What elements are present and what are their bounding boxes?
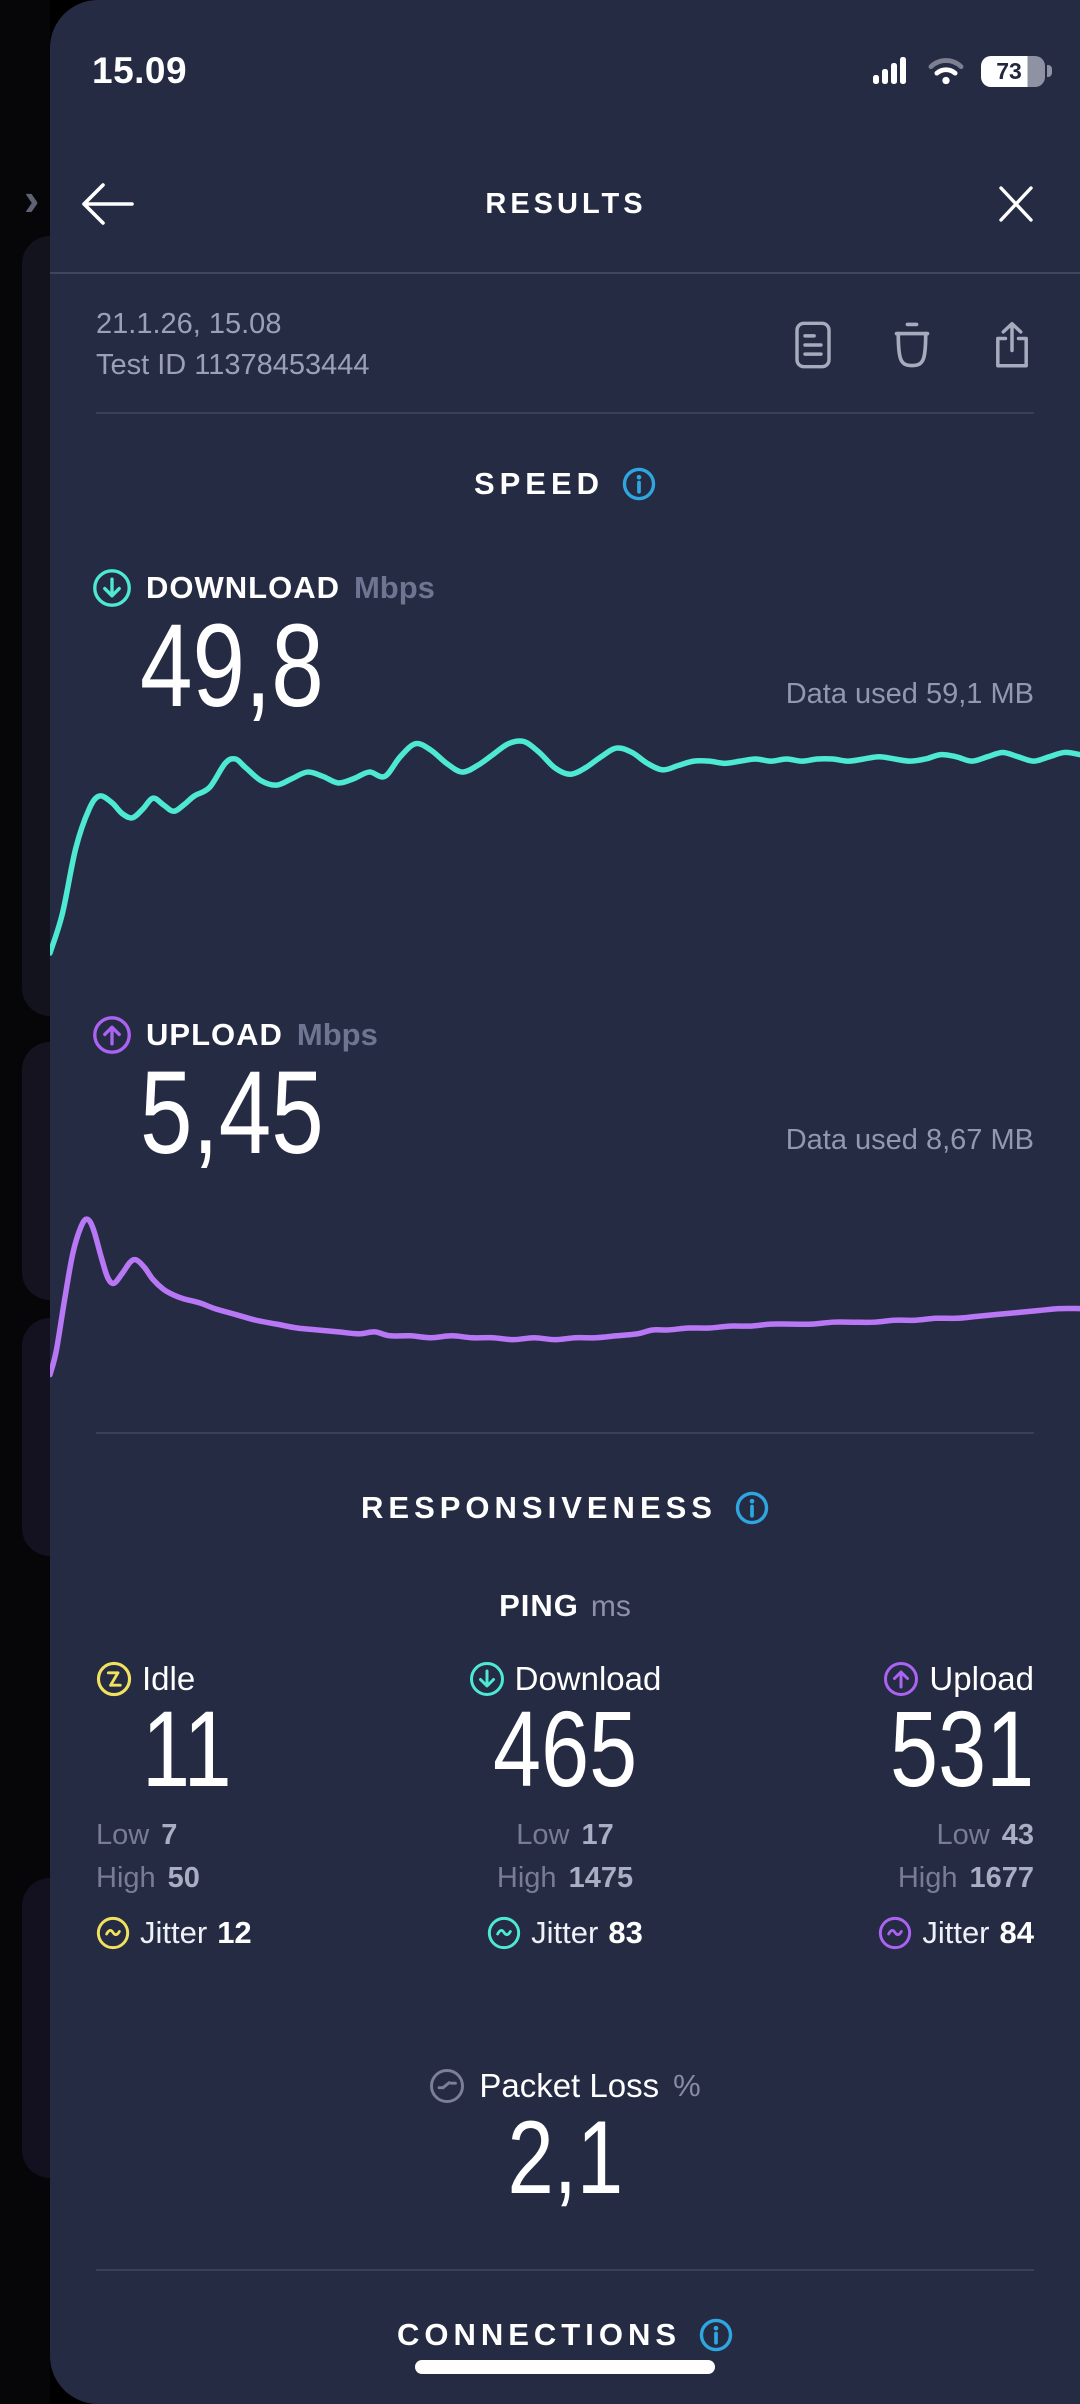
divider [96, 2268, 1034, 2271]
test-info-row: 21.1.26, 15.08 Test ID 11378453444 [50, 274, 1080, 412]
idle-latency-icon [96, 1662, 132, 1697]
jitter-icon [879, 1916, 912, 1950]
background-card [22, 1042, 50, 1300]
ping-title: PING [499, 1588, 579, 1624]
info-icon[interactable] [622, 467, 656, 501]
upload-icon [884, 1662, 919, 1697]
divider [96, 1432, 1034, 1435]
download-label: DOWNLOAD [146, 570, 340, 606]
status-time: 15.09 [92, 50, 188, 91]
download-header: DOWNLOAD Mbps [50, 568, 1080, 608]
jitter-value: 84 [999, 1915, 1034, 1951]
jitter-label: Jitter [140, 1915, 208, 1951]
packet-loss-icon [430, 2069, 465, 2104]
low-label: Low [96, 1819, 150, 1852]
page-title: RESULTS [485, 187, 647, 220]
ping-download-label: Download [514, 1660, 662, 1698]
info-icon[interactable] [699, 2318, 733, 2352]
background-card [22, 1318, 50, 1556]
upload-header: UPLOAD Mbps [50, 1015, 1080, 1055]
ping-idle-label: Idle [142, 1660, 196, 1698]
upload-label: UPLOAD [146, 1016, 283, 1052]
ping-upload-label: Upload [929, 1660, 1034, 1698]
packet-loss-header: Packet Loss % [50, 2067, 1080, 2105]
ping-grid: Idle 11 Low 7 High 50 Jitter 12 Down [50, 1660, 1080, 1951]
speed-title: SPEED [473, 466, 605, 502]
jitter-value: 83 [608, 1915, 643, 1951]
status-bar: 15.09 73 [50, 0, 1080, 92]
background-card [22, 1878, 50, 2178]
jitter-label: Jitter [531, 1915, 599, 1951]
download-icon [469, 1662, 504, 1697]
info-icon[interactable] [735, 1491, 769, 1525]
speed-section-header: SPEED [50, 466, 1080, 502]
ping-column-idle: Idle 11 Low 7 High 50 Jitter 12 [96, 1660, 408, 1951]
jitter-icon [96, 1916, 130, 1950]
download-data-used: Data used 59,1 MB [785, 677, 1034, 710]
high-value: 50 [167, 1862, 200, 1895]
packet-loss-value: 2,1 [507, 2100, 623, 2217]
high-label: High [496, 1862, 557, 1895]
ping-upload-value: 531 [889, 1688, 1034, 1810]
upload-unit: Mbps [296, 1016, 378, 1052]
high-value: 1677 [969, 1862, 1034, 1895]
connections-title: CONNECTIONS [396, 2316, 682, 2352]
divider [50, 272, 1080, 274]
jitter-icon [488, 1916, 521, 1950]
results-sheet: 15.09 73 RESULTS [50, 0, 1080, 2404]
share-icon[interactable] [990, 321, 1034, 369]
nav-header: RESULTS [50, 162, 1080, 246]
upload-icon [93, 1016, 131, 1054]
download-chart [50, 729, 1080, 959]
test-details-icon[interactable] [792, 321, 834, 369]
background-app-strip: › [0, 0, 50, 2404]
packet-loss-unit: % [673, 2068, 701, 2104]
download-value-row: 49,8 Data used 59,1 MB [50, 600, 1080, 733]
ping-unit: ms [590, 1590, 631, 1624]
ping-header: PING ms [50, 1588, 1080, 1624]
jitter-label: Jitter [922, 1915, 990, 1951]
low-value: 7 [161, 1819, 178, 1852]
high-value: 1475 [568, 1862, 634, 1895]
download-unit: Mbps [353, 570, 435, 606]
wifi-icon [928, 58, 964, 85]
home-indicator[interactable] [415, 2360, 715, 2374]
download-icon [93, 569, 131, 608]
high-label: High [96, 1862, 156, 1895]
upload-data-used: Data used 8,67 MB [785, 1124, 1034, 1157]
battery-percent: 73 [996, 57, 1022, 84]
upload-value: 5,45 [140, 1046, 324, 1179]
low-value: 17 [581, 1819, 614, 1852]
test-id: Test ID 11378453444 [96, 349, 370, 382]
chevron-right-icon: › [24, 173, 40, 225]
test-datetime: 21.1.26, 15.08 [96, 308, 282, 340]
packet-loss-label: Packet Loss [479, 2067, 660, 2105]
download-value: 49,8 [140, 600, 324, 733]
background-card [22, 236, 50, 1016]
high-label: High [897, 1862, 958, 1895]
low-value: 43 [1001, 1819, 1034, 1852]
ping-column-download: Download 465 Low 17 High 1475 Jitter 83 [409, 1660, 721, 1951]
ping-idle-value: 11 [142, 1688, 232, 1810]
ping-download-value: 465 [492, 1688, 638, 1810]
delete-icon[interactable] [890, 321, 934, 369]
ping-column-upload: Upload 531 Low 43 High 1677 Jitter 84 [722, 1660, 1034, 1951]
jitter-value: 12 [217, 1915, 252, 1951]
low-label: Low [516, 1819, 570, 1852]
battery-icon: 73 [981, 55, 1052, 87]
divider [96, 412, 1034, 415]
back-arrow-icon[interactable] [78, 181, 136, 227]
responsiveness-section-header: RESPONSIVENESS [50, 1490, 1080, 1526]
responsiveness-title: RESPONSIVENESS [361, 1490, 717, 1526]
upload-chart [50, 1175, 1080, 1380]
cellular-signal-icon [873, 57, 906, 84]
close-icon[interactable] [996, 184, 1036, 224]
connections-section-header: CONNECTIONS [50, 2317, 1080, 2353]
low-label: Low [936, 1819, 990, 1852]
upload-value-row: 5,45 Data used 8,67 MB [50, 1046, 1080, 1179]
